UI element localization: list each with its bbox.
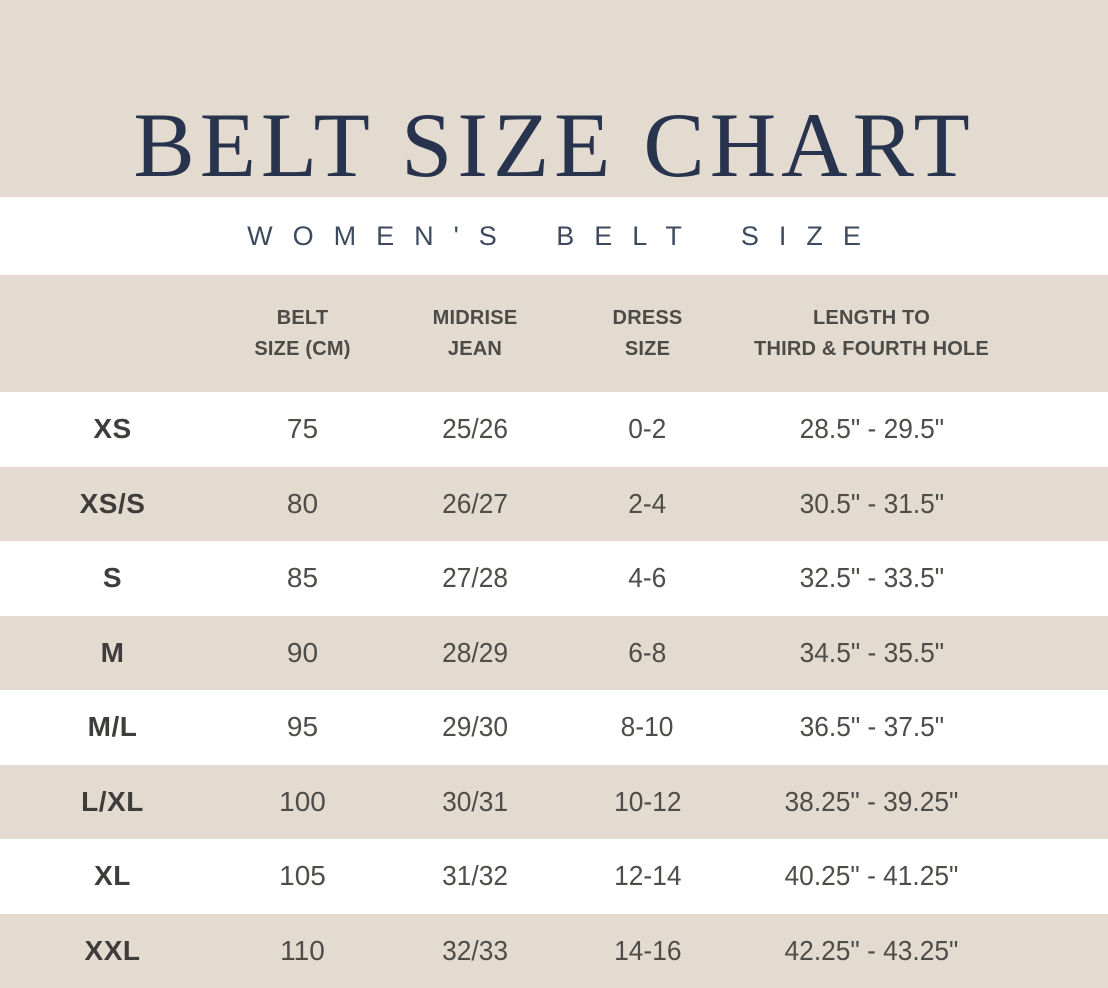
dress-size-cell: 10-12 (613, 785, 682, 817)
page-subtitle: WOMEN'S BELT SIZE (247, 220, 881, 251)
table-row: XS/S 80 26/27 2-4 30.5" - 31.5" (0, 466, 1108, 541)
subtitle-band: WOMEN'S BELT SIZE (0, 197, 1108, 275)
dress-size-cell: 2-4 (628, 487, 667, 519)
dress-size-cell: 6-8 (628, 636, 667, 668)
dress-size-cell: 0-2 (628, 413, 667, 445)
length-cell: 28.5" - 29.5" (799, 413, 944, 445)
table-row: S 85 27/28 4-6 32.5" - 33.5" (0, 541, 1108, 616)
belt-size-cm-cell: 80 (286, 487, 319, 519)
midrise-jean-cell: 30/31 (442, 785, 508, 817)
size-label-cell: S (102, 562, 123, 594)
size-label-cell: XS (93, 413, 132, 445)
length-cell: 34.5" - 35.5" (799, 636, 944, 668)
size-label-cell: XXL (84, 934, 141, 966)
title-band: BELT SIZE CHART (0, 0, 1108, 197)
length-cell: 38.25" - 39.25" (784, 785, 959, 817)
midrise-jean-cell: 28/29 (442, 636, 508, 668)
size-label-cell: XS/S (79, 487, 146, 519)
column-header-midrise-jean: MIDRISE JEAN (432, 306, 518, 360)
belt-size-cm-cell: 100 (279, 785, 326, 817)
dress-size-cell: 8-10 (621, 711, 674, 743)
belt-size-cm-cell: 85 (286, 562, 319, 594)
length-cell: 32.5" - 33.5" (799, 562, 944, 594)
belt-size-cm-cell: 110 (280, 934, 325, 966)
belt-size-cm-cell: 90 (286, 636, 319, 668)
page-title: BELT SIZE CHART (133, 94, 975, 196)
size-label-cell: L/XL (81, 785, 144, 817)
table-row: M/L 95 29/30 8-10 36.5" - 37.5" (0, 690, 1108, 765)
table-body: XS 75 25/26 0-2 28.5" - 29.5" XS/S 80 26… (0, 392, 1108, 988)
table-row: XL 105 31/32 12-14 40.25" - 41.25" (0, 839, 1108, 914)
midrise-jean-cell: 31/32 (442, 860, 508, 892)
size-label-cell: M/L (87, 711, 138, 743)
midrise-jean-cell: 29/30 (442, 711, 508, 743)
table-row: XXL 110 32/33 14-16 42.25" - 43.25" (0, 913, 1108, 988)
midrise-jean-cell: 25/26 (442, 413, 508, 445)
dress-size-cell: 14-16 (613, 934, 682, 966)
size-table: BELT SIZE (CM) MIDRISE JEAN DRESS SIZE L… (0, 275, 1108, 988)
size-label-cell: M (100, 636, 125, 668)
column-header-dress-size: DRESS SIZE (612, 306, 683, 360)
midrise-jean-cell: 26/27 (442, 487, 508, 519)
belt-size-cm-cell: 95 (286, 711, 319, 743)
length-cell: 40.25" - 41.25" (784, 860, 959, 892)
table-header-row: BELT SIZE (CM) MIDRISE JEAN DRESS SIZE L… (0, 275, 1108, 392)
column-header-length: LENGTH TO THIRD & FOURTH HOLE (754, 306, 989, 360)
belt-size-cm-cell: 105 (279, 860, 326, 892)
midrise-jean-cell: 32/33 (442, 934, 508, 966)
length-cell: 30.5" - 31.5" (799, 487, 944, 519)
dress-size-cell: 12-14 (613, 860, 682, 892)
length-cell: 42.25" - 43.25" (784, 934, 959, 966)
size-label-cell: XL (94, 860, 131, 892)
table-row: L/XL 100 30/31 10-12 38.25" - 39.25" (0, 764, 1108, 839)
dress-size-cell: 4-6 (628, 562, 667, 594)
table-row: XS 75 25/26 0-2 28.5" - 29.5" (0, 392, 1108, 467)
column-header-belt-cm: BELT SIZE (CM) (254, 306, 351, 360)
length-cell: 36.5" - 37.5" (799, 711, 944, 743)
midrise-jean-cell: 27/28 (442, 562, 508, 594)
table-row: M 90 28/29 6-8 34.5" - 35.5" (0, 615, 1108, 690)
belt-size-cm-cell: 75 (286, 413, 319, 445)
